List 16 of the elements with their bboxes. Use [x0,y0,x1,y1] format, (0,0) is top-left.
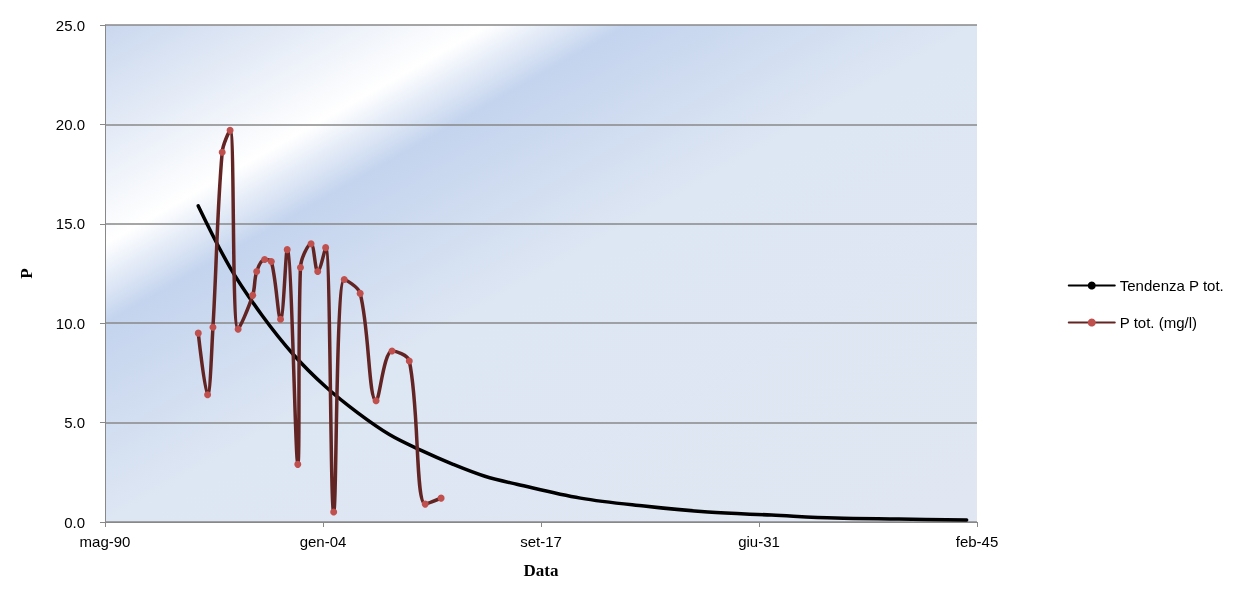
y-tick-label: 15.0 [55,215,85,233]
line-series [196,204,969,522]
x-tick-label: feb-45 [955,533,999,550]
x-tick-label: giu-31 [738,533,780,550]
y-tick-label: 5.0 [64,414,85,432]
y-tick-label: 25.0 [55,16,85,34]
y-tick-label: 10.0 [55,314,85,332]
x-tick-label: gen-04 [299,533,347,550]
x-tick-label: mag-90 [79,533,131,550]
x-tick-label: set-17 [520,533,562,550]
legend-label: P tot. (mg/l) [1119,314,1198,331]
y-tick-label: 0.0 [64,513,85,531]
legend-label: Tendenza P tot. [1119,277,1224,294]
y-tick-label: 20.0 [55,115,85,133]
y-axis-title: P [17,268,36,279]
x-axis-title: Data [523,561,559,580]
